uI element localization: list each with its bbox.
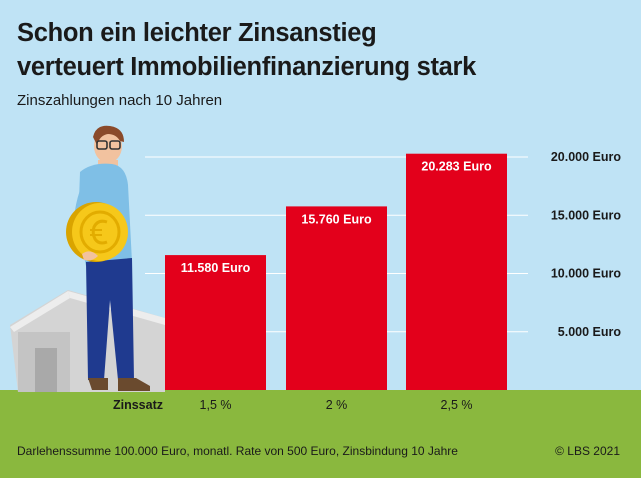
bars: 11.580 Euro 15.760 Euro 20.283 Euro [165, 153, 507, 390]
coin-icon [66, 202, 128, 262]
title-line-2: verteuert Immobilienfinanzierung stark [17, 53, 477, 81]
ground [0, 390, 641, 478]
bar-value-label: 11.580 Euro [181, 261, 251, 275]
chart-title: Schon ein leichter Zinsanstieg verteuert… [17, 16, 617, 84]
footnote: Darlehenssumme 100.000 Euro, monatl. Rat… [17, 444, 458, 458]
y-axis-ticks: 5.000 Euro 10.000 Euro 15.000 Euro 20.000 E… [551, 150, 622, 339]
bar-value-label: 15.760 Euro [301, 212, 372, 226]
y-tick-label: 20.000 Euro [551, 150, 622, 164]
bar [406, 153, 507, 390]
bar-value-label: 20.283 Euro [421, 160, 492, 174]
y-tick-label: 10.000 Euro [551, 267, 622, 281]
x-axis-title: Zinssatz [113, 398, 163, 412]
category-label: 2,5 % [441, 398, 473, 412]
category-label: 1,5 % [200, 398, 232, 412]
category-label: 2 % [326, 398, 348, 412]
bar [165, 255, 266, 390]
x-axis-categories: Zinssatz 1,5 % 2 % 2,5 % [113, 398, 472, 412]
chart-subtitle: Zinszahlungen nach 10 Jahren [17, 92, 223, 109]
y-tick-label: 5.000 Euro [558, 325, 622, 339]
bar [286, 206, 387, 390]
credit: © LBS 2021 [555, 444, 620, 458]
y-tick-label: 15.000 Euro [551, 208, 622, 222]
title-line-1: Schon ein leichter Zinsanstieg [17, 19, 377, 47]
